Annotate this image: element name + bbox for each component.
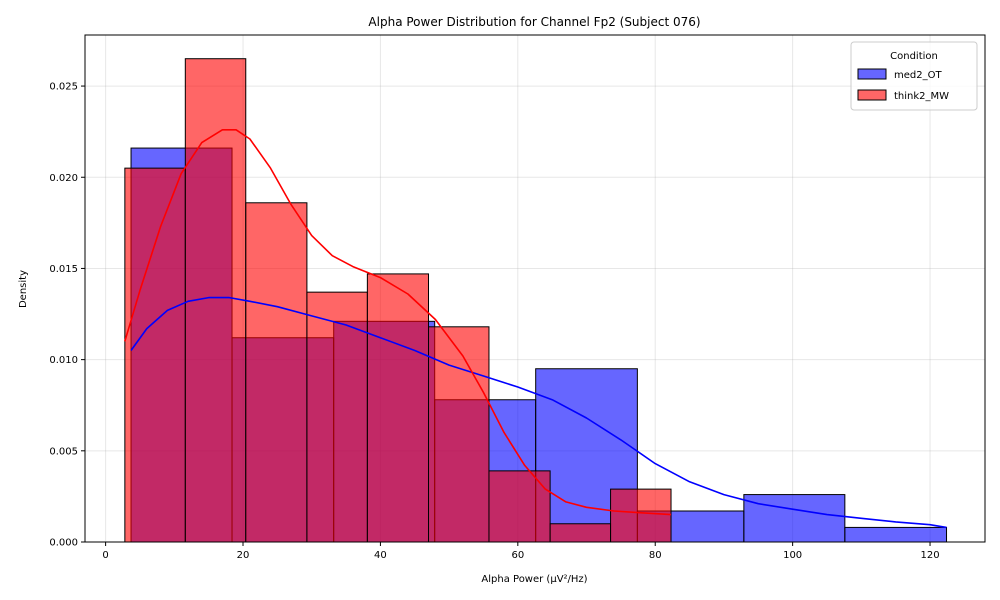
y-tick-label: 0.015 <box>49 264 78 275</box>
legend-swatch-think2-mw <box>857 89 887 101</box>
histogram-bar-think2-mw <box>428 326 490 543</box>
kde-layer <box>124 129 947 529</box>
y-axis-label: Density <box>18 270 29 308</box>
legend: Condition med2_OT think2_MW <box>850 41 978 111</box>
legend-label-think2-mw: think2_MW <box>894 91 949 102</box>
legend-swatch-med2-ot <box>857 68 887 80</box>
histogram-bar-think2-mw <box>245 202 308 543</box>
histogram-bar-med2-ot <box>844 526 948 543</box>
bars-layer <box>124 58 948 543</box>
legend-label-med2-ot: med2_OT <box>894 70 942 81</box>
histogram-bar-think2-mw <box>366 273 430 543</box>
histogram-bar-think2-mw <box>488 470 551 543</box>
histogram-bar-think2-mw <box>124 167 186 543</box>
y-tick-label: 0.010 <box>49 355 78 366</box>
x-tick-label: 0 <box>102 550 108 561</box>
legend-title: Condition <box>890 51 938 62</box>
histogram-bar-think2-mw <box>549 523 612 543</box>
x-axis-label: Alpha Power (µV²/Hz) <box>481 574 587 585</box>
kde-curve-med2-ot <box>130 296 947 529</box>
chart-title: Alpha Power Distribution for Channel Fp2… <box>368 15 700 29</box>
y-tick-label: 0.025 <box>49 82 78 93</box>
x-tick-label: 20 <box>237 550 250 561</box>
histogram-bar-med2-ot <box>743 494 846 543</box>
histogram-bar-think2-mw <box>610 488 672 543</box>
y-tick-label: 0.005 <box>49 446 78 457</box>
histogram-bar-think2-mw <box>306 291 368 543</box>
x-tick-label: 40 <box>374 550 387 561</box>
kde-curve-think2-mw <box>124 129 672 516</box>
x-tick-label: 80 <box>649 550 662 561</box>
x-tick-label: 60 <box>511 550 524 561</box>
x-tick-label: 100 <box>783 550 802 561</box>
plot-frame <box>84 34 986 543</box>
x-tick-label: 120 <box>920 550 939 561</box>
ticks-layer: 0 20 40 60 80 100 120 0.000 0.005 0.010 0.015 0.020… <box>49 82 939 561</box>
y-tick-label: 0.020 <box>49 173 78 184</box>
y-tick-label: 0.000 <box>49 538 78 549</box>
